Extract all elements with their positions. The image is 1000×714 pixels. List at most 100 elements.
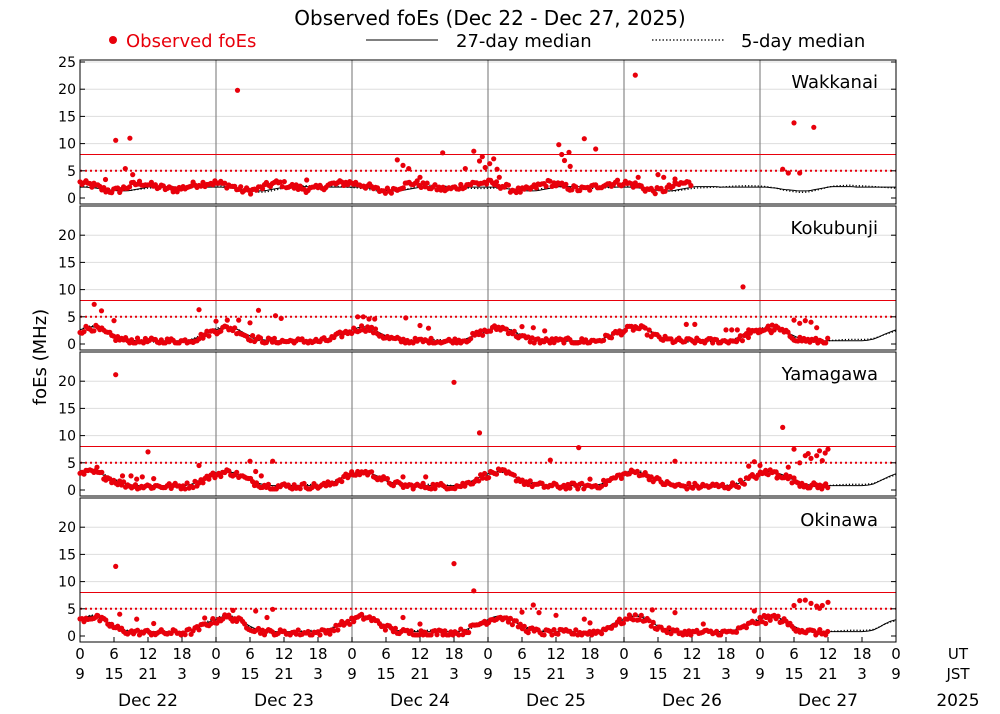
observed-point xyxy=(206,476,212,482)
observed-point xyxy=(542,328,548,334)
observed-point xyxy=(581,616,587,622)
observed-point xyxy=(111,318,117,324)
observed-point xyxy=(547,340,553,346)
observed-point xyxy=(825,628,831,635)
observed-point xyxy=(434,632,440,638)
x-tick-jst-label: 21 xyxy=(410,665,429,683)
observed-point xyxy=(507,615,513,622)
observed-point xyxy=(99,469,105,475)
observed-point xyxy=(98,308,105,314)
x-tick-jst-label: 9 xyxy=(619,665,629,683)
jst-axis-label: JST xyxy=(945,665,970,683)
observed-point xyxy=(616,616,623,622)
observed-point xyxy=(121,479,127,485)
observed-point xyxy=(765,613,771,619)
observed-point xyxy=(200,179,206,185)
observed-point xyxy=(380,623,387,629)
x-tick-ut-label: 0 xyxy=(755,645,765,663)
observed-point xyxy=(650,619,656,626)
legend-observed-label: Observed foEs xyxy=(126,31,256,52)
observed-point xyxy=(480,332,486,338)
observed-point xyxy=(297,486,303,492)
x-tick-jst-label: 9 xyxy=(755,665,765,683)
y-tick-label: 10 xyxy=(58,137,76,153)
observed-point xyxy=(479,154,485,160)
x-tick-jst-label: 3 xyxy=(449,665,459,683)
observed-point xyxy=(555,631,561,637)
observed-point xyxy=(246,187,252,193)
observed-point xyxy=(660,337,666,343)
observed-point xyxy=(563,181,569,187)
observed-point xyxy=(359,611,365,618)
observed-point xyxy=(811,628,817,634)
observed-point xyxy=(248,191,254,197)
observed-point xyxy=(587,187,593,193)
observed-point xyxy=(692,340,698,346)
y-tick-label: 20 xyxy=(58,82,76,98)
observed-point xyxy=(355,314,361,320)
observed-point xyxy=(791,120,797,126)
observed-point xyxy=(255,625,262,632)
observed-point xyxy=(737,333,744,339)
x-tick-jst-label: 9 xyxy=(891,665,901,683)
x-tick-jst-label: 9 xyxy=(211,665,221,683)
observed-point xyxy=(222,180,228,186)
x-tick-jst-label: 3 xyxy=(721,665,731,683)
day-label: Dec 27 xyxy=(798,691,858,711)
observed-point xyxy=(666,625,672,631)
panel-yamagawa: 0 5 10 15 20 Yamagawa xyxy=(58,351,897,499)
observed-point xyxy=(107,476,113,482)
observed-point xyxy=(111,333,117,339)
observed-point xyxy=(208,621,214,627)
observed-point xyxy=(417,621,423,627)
day-label: Dec 23 xyxy=(254,691,314,711)
observed-point xyxy=(519,609,525,615)
observed-point xyxy=(551,627,557,633)
observed-point xyxy=(337,329,343,335)
observed-point xyxy=(817,627,823,633)
observed-point xyxy=(269,339,275,345)
observed-point xyxy=(349,330,355,336)
observed-point xyxy=(438,628,444,634)
legend-median27-label: 27-day median xyxy=(456,31,592,52)
observed-point xyxy=(102,474,109,481)
observed-point xyxy=(236,317,242,323)
observed-point xyxy=(119,473,126,479)
observed-point xyxy=(242,621,248,627)
y-tick-label: 0 xyxy=(67,483,76,499)
y-tick-label: 20 xyxy=(58,228,76,244)
observed-point xyxy=(751,459,757,465)
observed-point xyxy=(369,324,375,330)
observed-point xyxy=(587,476,593,482)
observed-point xyxy=(785,464,791,470)
observed-point xyxy=(140,340,147,346)
observed-point xyxy=(599,483,605,489)
observed-point xyxy=(408,482,414,488)
panel-kokubunji: 0 5 10 15 20 Kokubunji xyxy=(58,205,897,353)
observed-point xyxy=(536,610,542,616)
observed-point xyxy=(505,182,511,188)
observed-point xyxy=(279,184,285,190)
y-tick-label: 10 xyxy=(58,575,76,591)
observed-point xyxy=(661,174,667,180)
y-tick-label: 5 xyxy=(67,456,76,472)
observed-point xyxy=(797,598,803,604)
observed-point xyxy=(797,170,803,176)
observed-point xyxy=(482,470,488,477)
x-tick-ut-label: 18 xyxy=(852,645,871,663)
panel-wakkanai: 0 5 10 15 20 25 Wakkanai xyxy=(58,55,897,207)
observed-point xyxy=(293,631,299,637)
observed-point xyxy=(535,336,541,342)
y-tick-label: 20 xyxy=(58,520,76,536)
observed-point xyxy=(442,628,448,634)
observed-point xyxy=(394,157,400,163)
x-tick-ut-label: 6 xyxy=(381,645,391,663)
observed-point xyxy=(735,484,742,490)
observed-point xyxy=(462,166,468,172)
observed-point xyxy=(476,478,482,484)
observed-point xyxy=(400,185,406,191)
observed-point xyxy=(196,462,202,469)
observed-point xyxy=(561,157,568,164)
x-axis: 0 6 12 18 0 6 12 18 0 6 12 18 0 6 12 18 0 6 12 18 0 6 12 18 0 9 15… xyxy=(75,637,980,711)
x-tick-jst-label: 3 xyxy=(585,665,595,683)
